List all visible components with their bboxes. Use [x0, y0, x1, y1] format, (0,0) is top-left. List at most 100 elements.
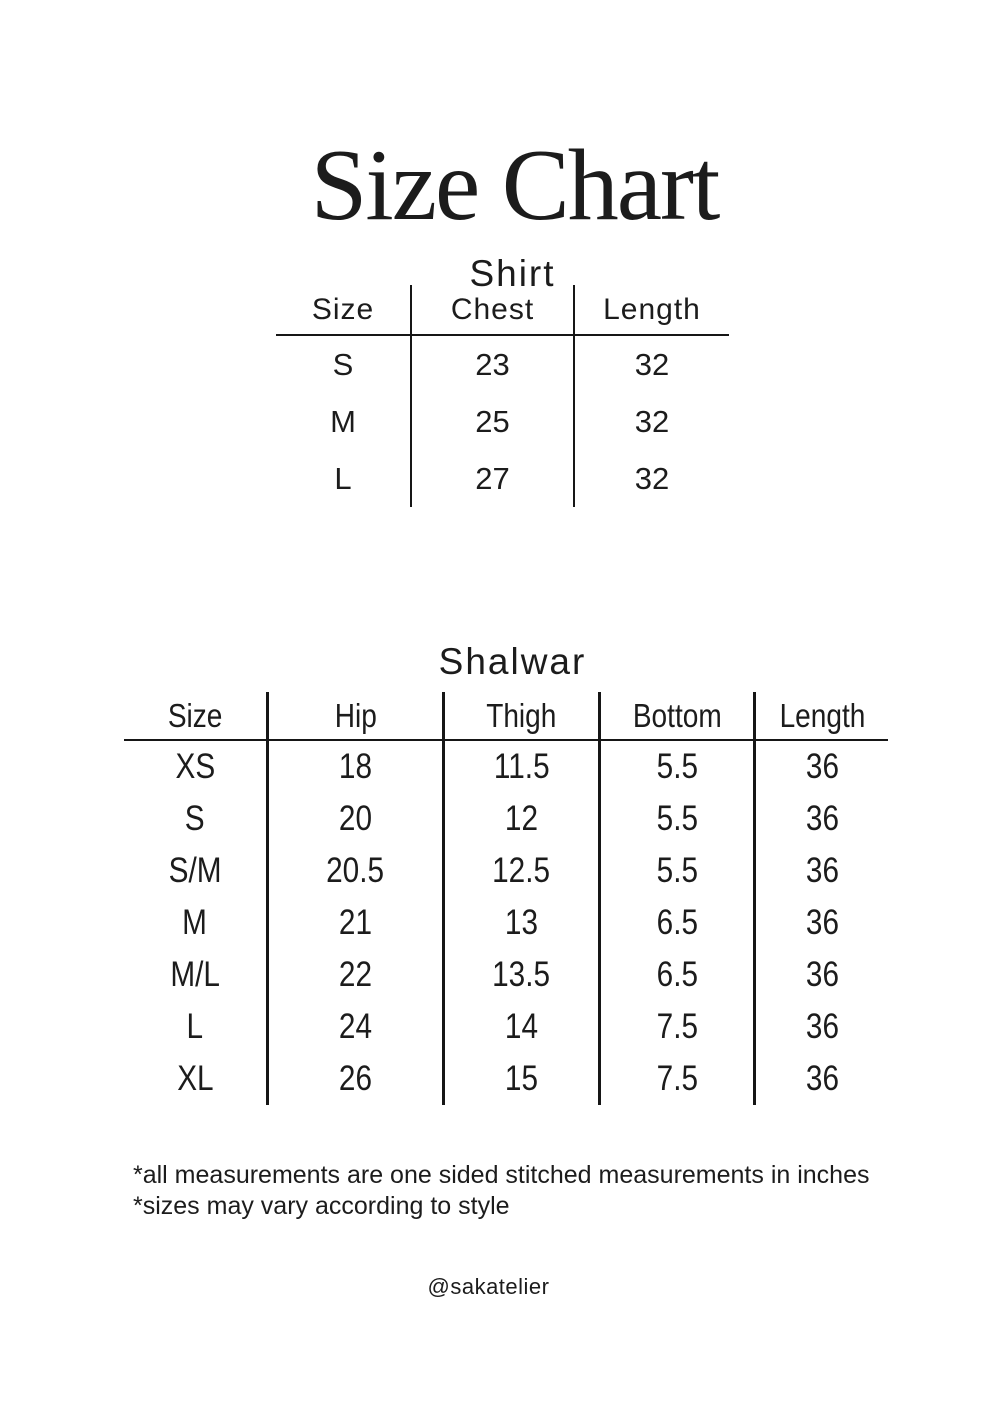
- header-row: Size Hip Thigh Bottom Length: [124, 692, 888, 741]
- table-cell: 20: [266, 793, 444, 845]
- table-cell: L: [124, 1001, 268, 1053]
- table-cell: 7.5: [598, 1053, 755, 1105]
- table-cell-value: L: [186, 1007, 204, 1046]
- table-cell: M/L: [124, 949, 268, 1001]
- table-cell-value: 36: [805, 799, 839, 838]
- table-cell: 26: [266, 1053, 444, 1105]
- table-cell-value: 12.5: [492, 851, 551, 890]
- table-row: S/M 20.5 12.5 5.5 36: [124, 845, 888, 897]
- table-cell: 5.5: [598, 740, 755, 793]
- table-cell-value: 13.5: [492, 955, 551, 994]
- table-cell: L: [276, 450, 411, 507]
- table-cell: 32: [573, 450, 729, 507]
- table-row: L 27 32: [276, 450, 729, 507]
- table-cell-value: 36: [805, 1059, 839, 1098]
- table-cell-value: S: [185, 799, 205, 838]
- table-cell-value: 26: [338, 1059, 373, 1098]
- table-cell-value: 24: [338, 1007, 373, 1046]
- table-cell-value: M: [330, 403, 356, 439]
- table-cell-value: 14: [504, 1007, 539, 1046]
- table-cell: 36: [753, 897, 888, 949]
- table-cell-value: 6.5: [656, 955, 698, 994]
- table-cell: 13: [442, 897, 600, 949]
- table-cell: S: [276, 335, 411, 393]
- table-cell: 15: [442, 1053, 600, 1105]
- table-cell-value: 11.5: [493, 747, 550, 786]
- table-cell-value: 36: [805, 903, 839, 942]
- table-cell-value: 27: [475, 460, 510, 496]
- header-row: Size Chest Length: [276, 285, 729, 336]
- column-header-label: Size: [167, 696, 223, 734]
- column-header: Size: [124, 692, 268, 741]
- table-cell-value: 32: [634, 346, 670, 382]
- table-cell-value: 13: [504, 903, 539, 942]
- table-cell-value: 22: [338, 955, 373, 994]
- table-cell-value: 36: [805, 747, 839, 786]
- table-cell: 5.5: [598, 845, 755, 897]
- table-cell-value: 25: [475, 403, 510, 439]
- table-cell: 36: [753, 740, 888, 793]
- table-cell: 36: [753, 1001, 888, 1053]
- table-cell-value: 36: [805, 1007, 839, 1046]
- table-cell: 18: [266, 740, 444, 793]
- table-row: M 21 13 6.5 36: [124, 897, 888, 949]
- table-cell-value: XL: [176, 1059, 214, 1098]
- table-cell: 24: [266, 1001, 444, 1053]
- note-sizes-vary: *sizes may vary according to style: [133, 1192, 510, 1220]
- column-header-label: Chest: [450, 292, 535, 326]
- table-cell: M: [276, 393, 411, 450]
- table-row: M/L 22 13.5 6.5 36: [124, 949, 888, 1001]
- table-cell-value: 7.5: [656, 1007, 698, 1046]
- table-cell: 11.5: [442, 740, 600, 793]
- table-cell-value: 36: [805, 851, 839, 890]
- table-cell: S/M: [124, 845, 268, 897]
- table-cell-value: XS: [175, 747, 215, 786]
- table-cell-value: L: [334, 460, 352, 496]
- table-cell: 25: [410, 393, 574, 450]
- table-cell: 6.5: [598, 949, 755, 1001]
- table-cell: 7.5: [598, 1001, 755, 1053]
- table-cell-value: 15: [504, 1059, 539, 1098]
- column-header-label: Bottom: [632, 696, 722, 734]
- table-row: XL 26 15 7.5 36: [124, 1053, 888, 1105]
- table-cell: XL: [124, 1053, 268, 1105]
- measurement-notes: *all measurements are one sided stitched…: [133, 1160, 870, 1222]
- column-header: Bottom: [598, 692, 755, 741]
- column-header: Hip: [266, 692, 444, 741]
- table-cell-value: S: [332, 346, 354, 382]
- table-cell-value: M/L: [170, 955, 220, 994]
- table-cell-value: 36: [805, 955, 839, 994]
- table-cell: 22: [266, 949, 444, 1001]
- column-header: Size: [276, 285, 411, 336]
- table-cell-value: 32: [634, 403, 670, 439]
- table-cell: 12.5: [442, 845, 600, 897]
- table-cell-value: 20: [338, 799, 373, 838]
- table-cell-value: 5.5: [656, 747, 698, 786]
- page-title: Size Chart: [310, 129, 721, 243]
- table-row: L 24 14 7.5 36: [124, 1001, 888, 1053]
- table-cell: S: [124, 793, 268, 845]
- table-cell-value: S/M: [168, 851, 222, 890]
- table-cell: 32: [573, 393, 729, 450]
- table-cell: M: [124, 897, 268, 949]
- column-header-label: Size: [311, 292, 375, 326]
- column-header-label: Length: [779, 696, 865, 734]
- table-cell: XS: [124, 740, 268, 793]
- table-row: M 25 32: [276, 393, 729, 450]
- table-cell-value: 5.5: [656, 851, 698, 890]
- table-cell: 36: [753, 949, 888, 1001]
- column-header-label: Thigh: [486, 696, 557, 734]
- table-row: XS 18 11.5 5.5 36: [124, 740, 888, 793]
- table-cell: 12: [442, 793, 600, 845]
- table-row: S 23 32: [276, 335, 729, 393]
- table-cell-value: 20.5: [326, 851, 385, 890]
- table-cell-value: 23: [475, 346, 510, 382]
- table-cell: 20.5: [266, 845, 444, 897]
- shalwar-section-title: Shalwar: [438, 640, 587, 682]
- table-cell-value: 21: [338, 903, 373, 942]
- table-cell: 23: [410, 335, 574, 393]
- table-cell-value: 32: [634, 460, 670, 496]
- table-cell-value: 18: [338, 747, 373, 786]
- column-header-label: Length: [603, 292, 701, 326]
